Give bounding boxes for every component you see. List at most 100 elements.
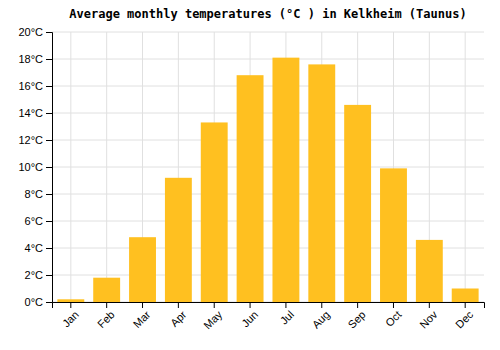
x-tick-mark [393,302,394,308]
y-tick-label: 12°C [18,134,43,146]
chart-title: Average monthly temperatures (°C ) in Ke… [69,7,466,21]
x-tick: Nov [417,302,440,331]
x-tick-label: Jul [278,308,296,326]
grid-line-x [106,32,107,302]
x-tick: Aug [310,302,332,331]
bars [57,58,478,302]
y-tick: 0°C [25,296,52,308]
x-tick: Apr [168,302,189,329]
x-tick-mark [321,302,322,308]
grid-line-y [52,167,484,168]
x-tick-label: Jun [239,308,260,329]
grid-line-x [465,32,466,302]
y-tick-label: 20°C [18,26,43,38]
y-tick: 10°C [18,161,52,173]
x-axis-line [53,303,485,309]
y-tick: 2°C [25,269,52,281]
y-tick-label: 16°C [18,80,43,92]
y-tick-mark [46,167,52,168]
grid-line-y [52,194,484,195]
x-tick: Jan [60,302,81,329]
y-tick: 18°C [18,53,52,65]
x-tick-mark [70,302,71,308]
bar [416,240,443,302]
bar [272,58,299,302]
y-tick-label: 2°C [25,269,44,281]
y-tick-mark [46,32,52,33]
x-tick-mark [429,302,430,308]
x-tick-label: Mar [131,308,153,330]
y-tick: 20°C [18,26,52,38]
bar [129,237,156,302]
chart-svg: 0°C 2°C 4°C 6°C 8°C 10°C 12°C 14°C 16°C 18°C 20°C J… [0,0,500,350]
x-tick-mark [178,302,179,308]
y-tick-mark [46,248,52,249]
x-tick-mark [357,302,358,308]
x-tick-mark [106,302,107,308]
y-tick-label: 18°C [18,53,43,65]
y-tick-mark [46,140,52,141]
bar [308,64,335,302]
grid-line-x [70,32,71,302]
x-tick-label: May [201,308,225,332]
x-tick-mark [285,302,286,308]
y-tick-mark [46,221,52,222]
bar [452,289,479,303]
y-tick-label: 4°C [25,242,44,254]
x-tick: May [201,302,225,331]
bar [237,75,264,302]
bar [380,168,407,302]
y-axis-line [46,33,53,303]
y-axis: 0°C 2°C 4°C 6°C 8°C 10°C 12°C 14°C 16°C 18°C 20°C [18,26,52,308]
y-tick: 16°C [18,80,52,92]
y-tick-label: 6°C [25,215,44,227]
x-tick: Dec [453,302,476,331]
plot-area: 0°C 2°C 4°C 6°C 8°C 10°C 12°C 14°C 16°C 18°C 20°C J… [18,26,484,331]
x-tick-label: Dec [453,308,476,331]
y-tick-label: 14°C [18,107,43,119]
y-tick: 8°C [25,188,52,200]
y-tick: 6°C [25,215,52,227]
y-tick-mark [46,59,52,60]
x-tick-label: Jan [60,308,81,329]
bar [165,178,192,302]
x-tick: Jul [278,302,296,327]
y-tick: 14°C [18,107,52,119]
y-tick-mark [46,302,52,303]
x-tick-mark [142,302,143,308]
y-tick: 12°C [18,134,52,146]
bar [344,105,371,302]
x-tick: Feb [95,302,117,330]
grid-line-y [52,113,484,114]
y-tick-mark [46,113,52,114]
grid-line-y [52,221,484,222]
x-tick-label: Apr [168,308,189,329]
x-tick: Jun [239,302,260,329]
x-tick-mark [465,302,466,308]
grid-line-y [52,59,484,60]
bar [201,122,228,302]
grid-line-y [52,32,484,33]
x-axis: Jan Feb Mar Apr May Jun Jul Aug Sep Oct Nov Dec [53,302,485,331]
y-tick-label: 8°C [25,188,44,200]
x-tick: Sep [345,302,367,331]
x-tick-label: Sep [345,308,367,330]
grid-line-y [52,140,484,141]
x-tick: Oct [383,302,404,329]
bar [57,299,84,302]
x-tick-mark [250,302,251,308]
y-tick-label: 10°C [18,161,43,173]
y-tick: 4°C [25,242,52,254]
x-tick-label: Aug [310,308,332,330]
y-tick-mark [46,194,52,195]
y-tick-mark [46,275,52,276]
grid-line-y [52,86,484,87]
bar [93,278,120,302]
y-tick-mark [46,86,52,87]
x-tick-label: Oct [383,308,404,329]
grid [52,32,484,302]
x-tick: Mar [131,302,153,330]
x-tick-label: Nov [417,308,440,331]
x-tick-label: Feb [95,308,117,330]
x-tick-mark [214,302,215,308]
